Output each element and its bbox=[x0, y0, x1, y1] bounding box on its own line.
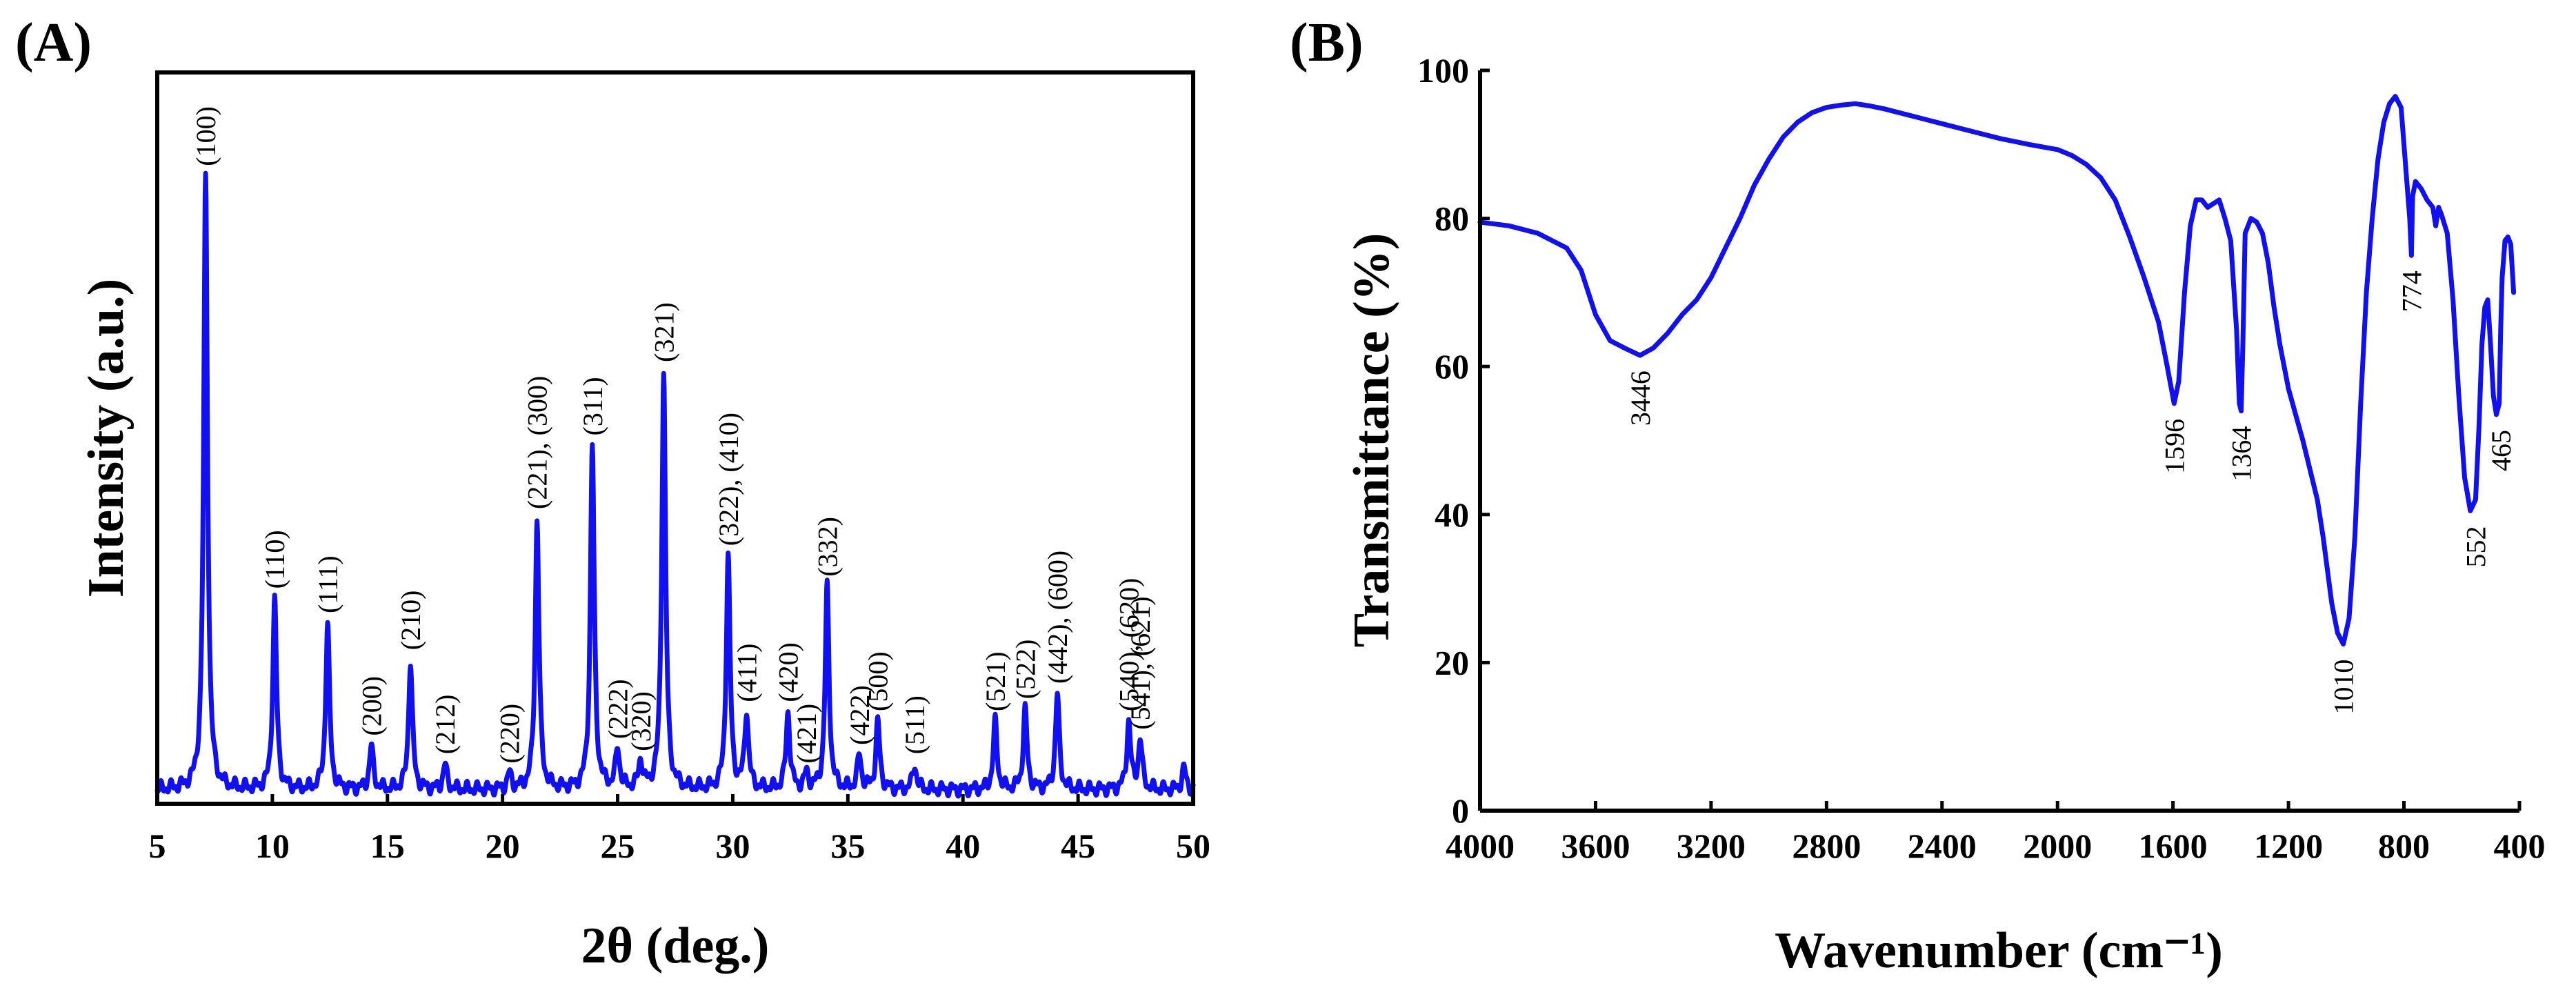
xrd-x-axis-title: 2θ (deg.) bbox=[581, 918, 770, 974]
xrd-x-tick-label: 20 bbox=[486, 827, 520, 865]
ftir-x-tick-label: 4000 bbox=[1446, 827, 1515, 865]
xrd-peak-label: (541), (621) bbox=[1125, 596, 1156, 729]
xrd-peak-label: (422) bbox=[844, 685, 875, 745]
xrd-x-tick-label: 5 bbox=[149, 827, 166, 865]
xrd-peak-label: (500) bbox=[863, 651, 894, 711]
xrd-x-ticks: 5 10 15 20 25 30 35 40 45 50 bbox=[149, 794, 1210, 865]
xrd-peak-label: (511) bbox=[899, 695, 930, 754]
ftir-peak-annotations: 3446 1596 1364 1010 774 552 465 bbox=[1625, 270, 2517, 715]
xrd-peak-label: (411) bbox=[731, 644, 762, 702]
xrd-x-tick-label: 50 bbox=[1176, 827, 1210, 865]
panel-b-label: (B) bbox=[1290, 12, 1364, 73]
xrd-peak-label: (110) bbox=[259, 530, 290, 588]
ftir-y-tick-label: 0 bbox=[1452, 791, 1469, 830]
ftir-peak-label: 1010 bbox=[2328, 660, 2359, 715]
xrd-peak-point bbox=[410, 660, 411, 662]
xrd-peak-label: (100) bbox=[190, 106, 221, 166]
ftir-peak-label: 1596 bbox=[2159, 419, 2190, 474]
xrd-peak-label: (111) bbox=[312, 555, 343, 613]
panel-a-label: (A) bbox=[15, 12, 92, 73]
xrd-peak-label: (311) bbox=[577, 377, 608, 435]
xrd-x-tick-label: 40 bbox=[946, 827, 980, 865]
ftir-x-tick-label: 2000 bbox=[2023, 827, 2092, 865]
ftir-x-tick-label: 1200 bbox=[2254, 827, 2323, 865]
xrd-peak-label: (320) bbox=[626, 691, 657, 751]
xrd-x-tick-label: 15 bbox=[370, 827, 405, 865]
xrd-x-tick-label: 30 bbox=[715, 827, 750, 865]
xrd-y-axis-title: Intensity (a.u.) bbox=[78, 279, 134, 598]
xrd-peak-label: (222) bbox=[603, 679, 634, 739]
xrd-peak-label: (210) bbox=[395, 591, 426, 651]
ftir-peak-label: 774 bbox=[2396, 270, 2427, 312]
ftir-y-tick-label: 40 bbox=[1435, 495, 1469, 534]
xrd-peak-label: (442), (600) bbox=[1042, 551, 1073, 684]
ftir-peak-label: 1364 bbox=[2226, 426, 2257, 482]
xrd-panel: (A) (100)(110) (111)(200)(210)(212) (220)(… bbox=[15, 12, 1210, 974]
ftir-x-axis-title: Wavenumber (cm⁻¹) bbox=[1775, 922, 2223, 979]
xrd-plot-frame bbox=[155, 70, 1195, 806]
ftir-y-tick-label: 80 bbox=[1435, 199, 1469, 238]
xrd-peak-label: (221), (300) bbox=[522, 376, 553, 509]
ftir-x-tick-label: 3600 bbox=[1561, 827, 1630, 865]
xrd-peak-labels: (100) (110) (111) (200) (210) (212) (220) (221)… bbox=[190, 106, 1156, 766]
xrd-x-tick-label: 35 bbox=[830, 827, 865, 865]
ftir-x-tick-label: 1600 bbox=[2139, 827, 2208, 865]
xrd-peak-label: (522) bbox=[1010, 640, 1041, 700]
ftir-x-ticks: 4000 3600 3200 2800 2400 2000 1600 1200 800 400 bbox=[1446, 801, 2546, 865]
xrd-peak-label: (321) bbox=[648, 302, 679, 362]
ftir-y-axis-title: Transmittance (%) bbox=[1344, 233, 1400, 648]
ftir-y-tick-label: 100 bbox=[1417, 51, 1469, 90]
ftir-peak-label: 552 bbox=[2460, 526, 2491, 567]
xrd-peak-point bbox=[914, 764, 915, 766]
xrd-peak-label: (540), (620) bbox=[1114, 578, 1145, 711]
xrd-peak-label: (220) bbox=[495, 704, 526, 764]
xrd-peak-label: (212) bbox=[430, 695, 461, 755]
ftir-x-tick-label: 2400 bbox=[1908, 827, 1977, 865]
ftir-peak-label: 465 bbox=[2486, 430, 2517, 471]
ftir-peak-point bbox=[2500, 414, 2502, 415]
ftir-trace-layer bbox=[1477, 94, 2517, 647]
ftir-y-ticks: 0 20 40 60 80 100 bbox=[1417, 51, 1490, 830]
ftir-y-tick-label: 60 bbox=[1435, 347, 1469, 386]
xrd-pattern-line bbox=[154, 170, 1196, 799]
ftir-x-tick-label: 800 bbox=[2378, 827, 2430, 865]
ftir-x-tick-label: 3200 bbox=[1677, 827, 1746, 865]
ftir-y-tick-label: 20 bbox=[1435, 643, 1469, 682]
xrd-trace-layer bbox=[154, 170, 1196, 799]
ftir-x-tick-label: 400 bbox=[2494, 827, 2546, 865]
xrd-x-tick-label: 10 bbox=[255, 827, 290, 865]
ftir-peak-point bbox=[2475, 510, 2476, 511]
xrd-peak-label: (322), (410) bbox=[713, 413, 744, 546]
ftir-x-tick-label: 2800 bbox=[1792, 827, 1861, 865]
ftir-peak-label: 3446 bbox=[1625, 370, 1656, 426]
xrd-peak-label: (420) bbox=[773, 642, 804, 702]
ftir-spectrum-line bbox=[1477, 94, 2517, 647]
xrd-x-tick-label: 45 bbox=[1061, 827, 1095, 865]
xrd-peak-label: (421) bbox=[791, 704, 822, 764]
xrd-peak-label: (521) bbox=[980, 651, 1011, 711]
xrd-peak-label: (200) bbox=[356, 676, 387, 736]
xrd-x-tick-label: 25 bbox=[601, 827, 635, 865]
xrd-peak-label: (332) bbox=[812, 517, 843, 577]
